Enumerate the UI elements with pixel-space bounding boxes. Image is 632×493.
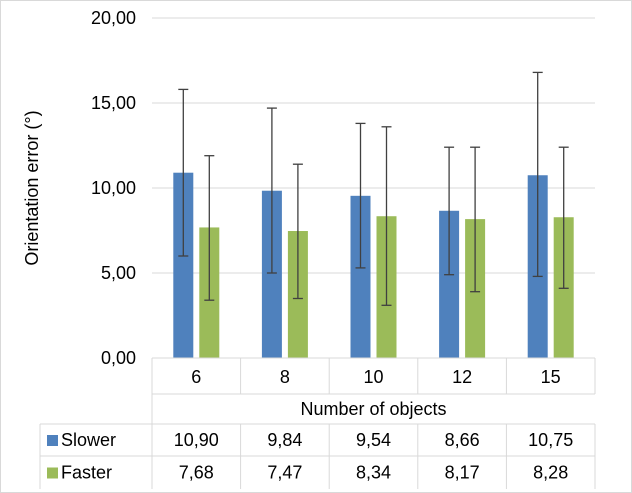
- data-label: 8,66: [445, 430, 480, 450]
- data-label: 10,90: [174, 430, 219, 450]
- legend-key-slower: [47, 435, 58, 446]
- data-label: 9,84: [267, 430, 302, 450]
- bar-slower-8: [261, 190, 282, 358]
- data-label: 8,34: [356, 463, 391, 483]
- legend-key-faster: [47, 467, 58, 479]
- x-tick-label: 15: [541, 367, 561, 387]
- y-tick-label: 5,00: [101, 263, 136, 283]
- y-tick-label: 20,00: [91, 8, 136, 28]
- x-tick-label: 10: [363, 367, 383, 387]
- y-axis-title: Orientation error (°): [22, 110, 42, 265]
- data-label: 9,54: [356, 430, 391, 450]
- legend-label-faster: Faster: [61, 463, 112, 483]
- bar-slower-10: [350, 195, 371, 358]
- legend-label-slower: Slower: [61, 430, 116, 450]
- data-label: 7,47: [267, 463, 302, 483]
- y-tick-label: 15,00: [91, 93, 136, 113]
- y-tick-label: 10,00: [91, 178, 136, 198]
- data-label: 8,28: [533, 463, 568, 483]
- data-label: 10,75: [528, 430, 573, 450]
- y-tick-label: 0,00: [101, 348, 136, 368]
- x-axis-title: Number of objects: [300, 399, 446, 419]
- x-tick-label: 12: [452, 367, 472, 387]
- x-tick-label: 8: [280, 367, 290, 387]
- data-label: 8,17: [445, 463, 480, 483]
- bar-slower-6: [173, 172, 194, 358]
- data-label: 7,68: [179, 463, 214, 483]
- bar-slower-12: [439, 210, 460, 358]
- x-tick-label: 6: [191, 367, 201, 387]
